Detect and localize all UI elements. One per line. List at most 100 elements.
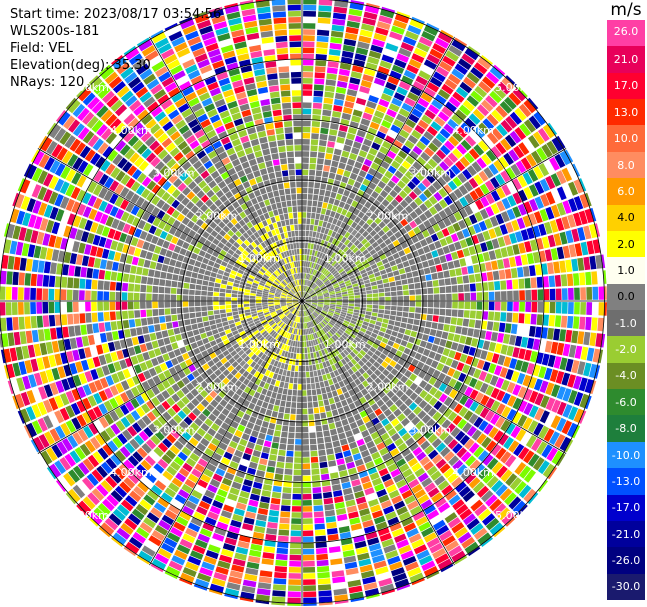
range-gate bbox=[559, 357, 568, 371]
range-gate bbox=[442, 245, 451, 254]
range-gate bbox=[419, 355, 428, 363]
range-gate bbox=[330, 304, 336, 307]
range-gate bbox=[477, 140, 489, 152]
range-gate bbox=[378, 331, 385, 337]
range-gate bbox=[215, 318, 222, 324]
range-gate bbox=[316, 35, 329, 43]
range-gate bbox=[323, 497, 334, 505]
range-gate bbox=[384, 287, 391, 292]
range-gate bbox=[577, 331, 585, 345]
range-gate bbox=[561, 420, 573, 435]
range-gate bbox=[351, 65, 364, 73]
range-gate bbox=[303, 4, 317, 11]
range-gate bbox=[244, 309, 251, 313]
range-gate bbox=[494, 343, 503, 354]
range-gate bbox=[414, 256, 422, 264]
range-gate bbox=[311, 297, 318, 300]
range-gate bbox=[375, 27, 389, 36]
range-gate bbox=[436, 176, 447, 187]
range-gate bbox=[554, 153, 566, 168]
range-gate bbox=[342, 303, 348, 306]
range-gate bbox=[468, 113, 481, 125]
range-gate bbox=[327, 312, 333, 317]
range-gate bbox=[580, 241, 589, 256]
range-gate bbox=[449, 325, 456, 333]
range-gate bbox=[271, 491, 281, 499]
range-gate bbox=[448, 96, 461, 108]
range-gate bbox=[340, 313, 346, 318]
range-gate bbox=[183, 282, 190, 289]
range-gate bbox=[237, 301, 244, 305]
range-gate bbox=[209, 276, 216, 283]
range-gate bbox=[354, 161, 363, 169]
range-gate bbox=[368, 273, 375, 279]
range-gate bbox=[368, 237, 376, 245]
range-gate bbox=[345, 282, 352, 287]
range-gate bbox=[332, 218, 338, 225]
range-gate bbox=[328, 289, 335, 293]
range-gate bbox=[523, 488, 537, 503]
range-gate bbox=[299, 347, 302, 354]
range-gate bbox=[194, 334, 202, 342]
range-gate bbox=[542, 124, 555, 139]
range-gate bbox=[387, 381, 395, 390]
range-gate bbox=[350, 0, 365, 5]
range-gate bbox=[356, 155, 365, 164]
range-gate bbox=[323, 295, 330, 298]
range-gate bbox=[403, 247, 411, 255]
range-gate bbox=[366, 301, 373, 305]
range-gate bbox=[104, 322, 112, 332]
range-gate bbox=[482, 282, 489, 291]
range-gate bbox=[110, 321, 118, 331]
range-gate bbox=[323, 304, 330, 307]
range-gate bbox=[283, 382, 289, 389]
range-gate bbox=[414, 352, 422, 361]
range-gate bbox=[233, 314, 240, 319]
range-gate bbox=[260, 496, 271, 504]
range-gate bbox=[520, 229, 529, 241]
range-gate bbox=[453, 188, 463, 199]
range-gate bbox=[169, 335, 177, 343]
range-gate bbox=[253, 405, 261, 413]
range-gate bbox=[414, 124, 426, 135]
range-gate bbox=[578, 377, 588, 392]
range-gate bbox=[183, 313, 190, 320]
range-gate bbox=[547, 234, 556, 248]
range-gate bbox=[317, 158, 324, 165]
range-gate bbox=[153, 316, 160, 324]
range-gate bbox=[371, 241, 379, 249]
range-gate bbox=[459, 353, 468, 363]
range-gate bbox=[461, 327, 468, 336]
range-gate bbox=[498, 433, 509, 446]
range-gate bbox=[565, 358, 574, 372]
range-gate bbox=[568, 344, 577, 358]
range-gate bbox=[447, 180, 458, 191]
range-gate bbox=[564, 149, 574, 163]
range-gate bbox=[30, 302, 36, 315]
range-gate bbox=[441, 106, 454, 118]
range-gate bbox=[381, 119, 392, 129]
range-gate bbox=[435, 149, 447, 160]
range-gate bbox=[332, 154, 341, 162]
range-gate bbox=[302, 230, 306, 237]
range-gate bbox=[362, 178, 371, 187]
range-gate bbox=[491, 109, 504, 122]
range-gate bbox=[317, 272, 322, 278]
range-gate bbox=[525, 301, 532, 313]
range-gate bbox=[339, 270, 346, 276]
range-gate bbox=[471, 429, 482, 441]
range-gate bbox=[353, 312, 359, 316]
range-gate bbox=[422, 348, 431, 357]
range-gate bbox=[302, 506, 313, 512]
range-gate bbox=[281, 425, 289, 432]
range-gate bbox=[573, 179, 584, 194]
range-gate bbox=[378, 98, 390, 108]
range-gate bbox=[317, 566, 330, 573]
range-gate bbox=[173, 267, 181, 275]
range-gate bbox=[381, 233, 389, 241]
range-gate bbox=[328, 321, 335, 326]
range-gate bbox=[451, 39, 466, 52]
range-gate bbox=[200, 263, 207, 270]
range-gate bbox=[403, 306, 409, 312]
range-gate bbox=[544, 249, 553, 262]
